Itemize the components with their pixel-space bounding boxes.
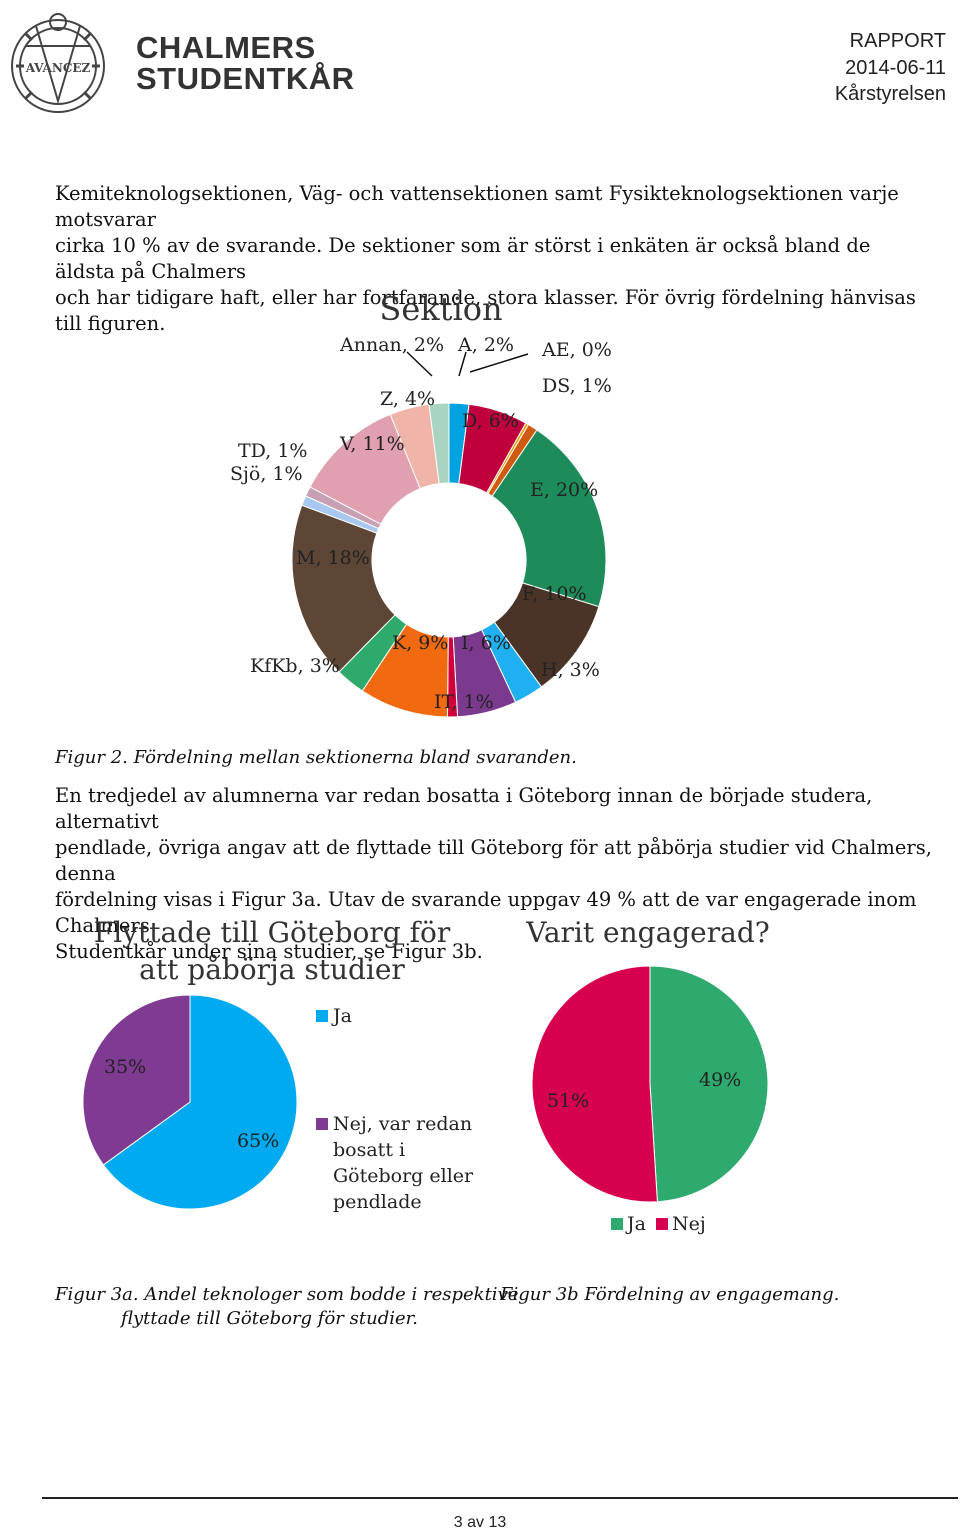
value-label-ja: 49% (699, 1069, 741, 1091)
label-k: K, 9% (392, 632, 448, 654)
label-z: Z, 4% (380, 388, 435, 410)
chart-title: Sektion (379, 290, 502, 328)
section-donut-chart: Sektion Annan, 2% A, 2% AE, 0% DS, 1% Z,… (230, 290, 612, 718)
label-ds: DS, 1% (542, 375, 612, 397)
text-line: cirka 10 % av de svarande. De sektioner … (55, 234, 871, 283)
logo-motto: AVANCEZ (25, 61, 91, 75)
middle-paragraph: En tredjedel av alumnerna var redan bosa… (55, 783, 935, 965)
svg-text:Nej, var redan: Nej, var redan (333, 1113, 472, 1135)
chalmers-logo: AVANCEZ (11, 13, 105, 113)
figure3b-caption: Figur 3b Fördelning av engagemang. (500, 1284, 840, 1305)
leader-line (406, 351, 433, 377)
legend-swatch-ja (611, 1218, 623, 1230)
label-annan: Annan, 2% (339, 334, 444, 356)
text-line: Kemiteknologsektionen, Väg- och vattense… (55, 182, 899, 231)
doc-date: 2014-06-11 (845, 57, 946, 79)
text-line: En tredjedel av alumnerna var redan bosa… (55, 784, 873, 833)
legend-swatch-nej (656, 1218, 668, 1230)
chart-title-line2: att påbörja studier (139, 953, 405, 986)
label-ae: AE, 0% (541, 339, 612, 361)
label-a: A, 2% (457, 334, 514, 356)
legend-label-ja: Ja (331, 1005, 352, 1027)
leader-line (469, 353, 529, 373)
label-h: H, 3% (541, 659, 600, 681)
label-it: IT, 1% (434, 691, 494, 713)
label-f: F, 10% (522, 583, 587, 605)
intro-paragraph: Kemiteknologsektionen, Väg- och vattense… (55, 181, 935, 337)
doc-author: Kårstyrelsen (834, 83, 946, 105)
doc-type: RAPPORT (849, 30, 946, 52)
label-sjo: Sjö, 1% (230, 463, 303, 485)
leader-line (458, 351, 467, 377)
slice-m (291, 504, 396, 673)
slice-ja (102, 994, 298, 1210)
slice-annan (428, 402, 450, 485)
slice-nej (82, 994, 191, 1166)
svg-text:pendlade: pendlade (333, 1191, 422, 1213)
slice-e (491, 429, 607, 608)
moved-pie-chart: Flyttade till Göteborg för att påbörja s… (82, 916, 474, 1213)
label-m: M, 18% (296, 547, 370, 569)
engaged-pie-chart: Varit engagerad? 51% 49% Ja Nej (525, 916, 770, 1235)
figure2-caption: Figur 2. Fördelning mellan sektionerna b… (55, 747, 577, 768)
figure3a-caption-line1: Figur 3a. Andel teknologer som bodde i r… (55, 1284, 519, 1305)
slice-ja (649, 965, 769, 1203)
label-td: TD, 1% (238, 440, 307, 462)
svg-text:Göteborg eller: Göteborg eller (333, 1165, 474, 1187)
label-e: E, 20% (530, 479, 598, 501)
value-label-ja: 65% (237, 1130, 279, 1152)
figure3a-caption-line2: flyttade till Göteborg för studier. (121, 1308, 418, 1329)
page-number: 3 av 13 (453, 1514, 507, 1531)
text-line: pendlade, övriga angav att de flyttade t… (55, 836, 932, 885)
legend-swatch-nej (316, 1118, 328, 1130)
text-line: fördelning visas i Figur 3a. Utav de sva… (55, 888, 917, 937)
label-d: D, 6% (462, 410, 519, 432)
label-v: V, 11% (339, 433, 405, 455)
label-i: I, 6% (461, 632, 511, 654)
value-label-nej: 51% (547, 1090, 589, 1112)
legend-label-nej: Nej (672, 1213, 706, 1235)
footer-divider (42, 1497, 958, 1499)
legend-label-nej: Nej, var redan bosatt i Göteborg eller p… (333, 1113, 474, 1213)
chart-title: Varit engagerad? (525, 916, 770, 949)
legend-swatch-ja (316, 1010, 328, 1022)
text-line: och har tidigare haft, eller har fortfar… (55, 286, 916, 335)
slice-nej (531, 965, 658, 1203)
svg-text:bosatt i: bosatt i (333, 1139, 405, 1161)
value-label-nej: 35% (104, 1056, 146, 1078)
org-name-line1: CHALMERS (136, 30, 316, 65)
chart-title-line1: Flyttade till Göteborg för (94, 916, 451, 949)
text-line: Studentkår under sina studier, se Figur … (55, 940, 483, 963)
label-kfkb: KfKb, 3% (250, 655, 340, 677)
org-name-line2: STUDENTKÅR (136, 61, 355, 96)
legend-label-ja: Ja (625, 1213, 646, 1235)
